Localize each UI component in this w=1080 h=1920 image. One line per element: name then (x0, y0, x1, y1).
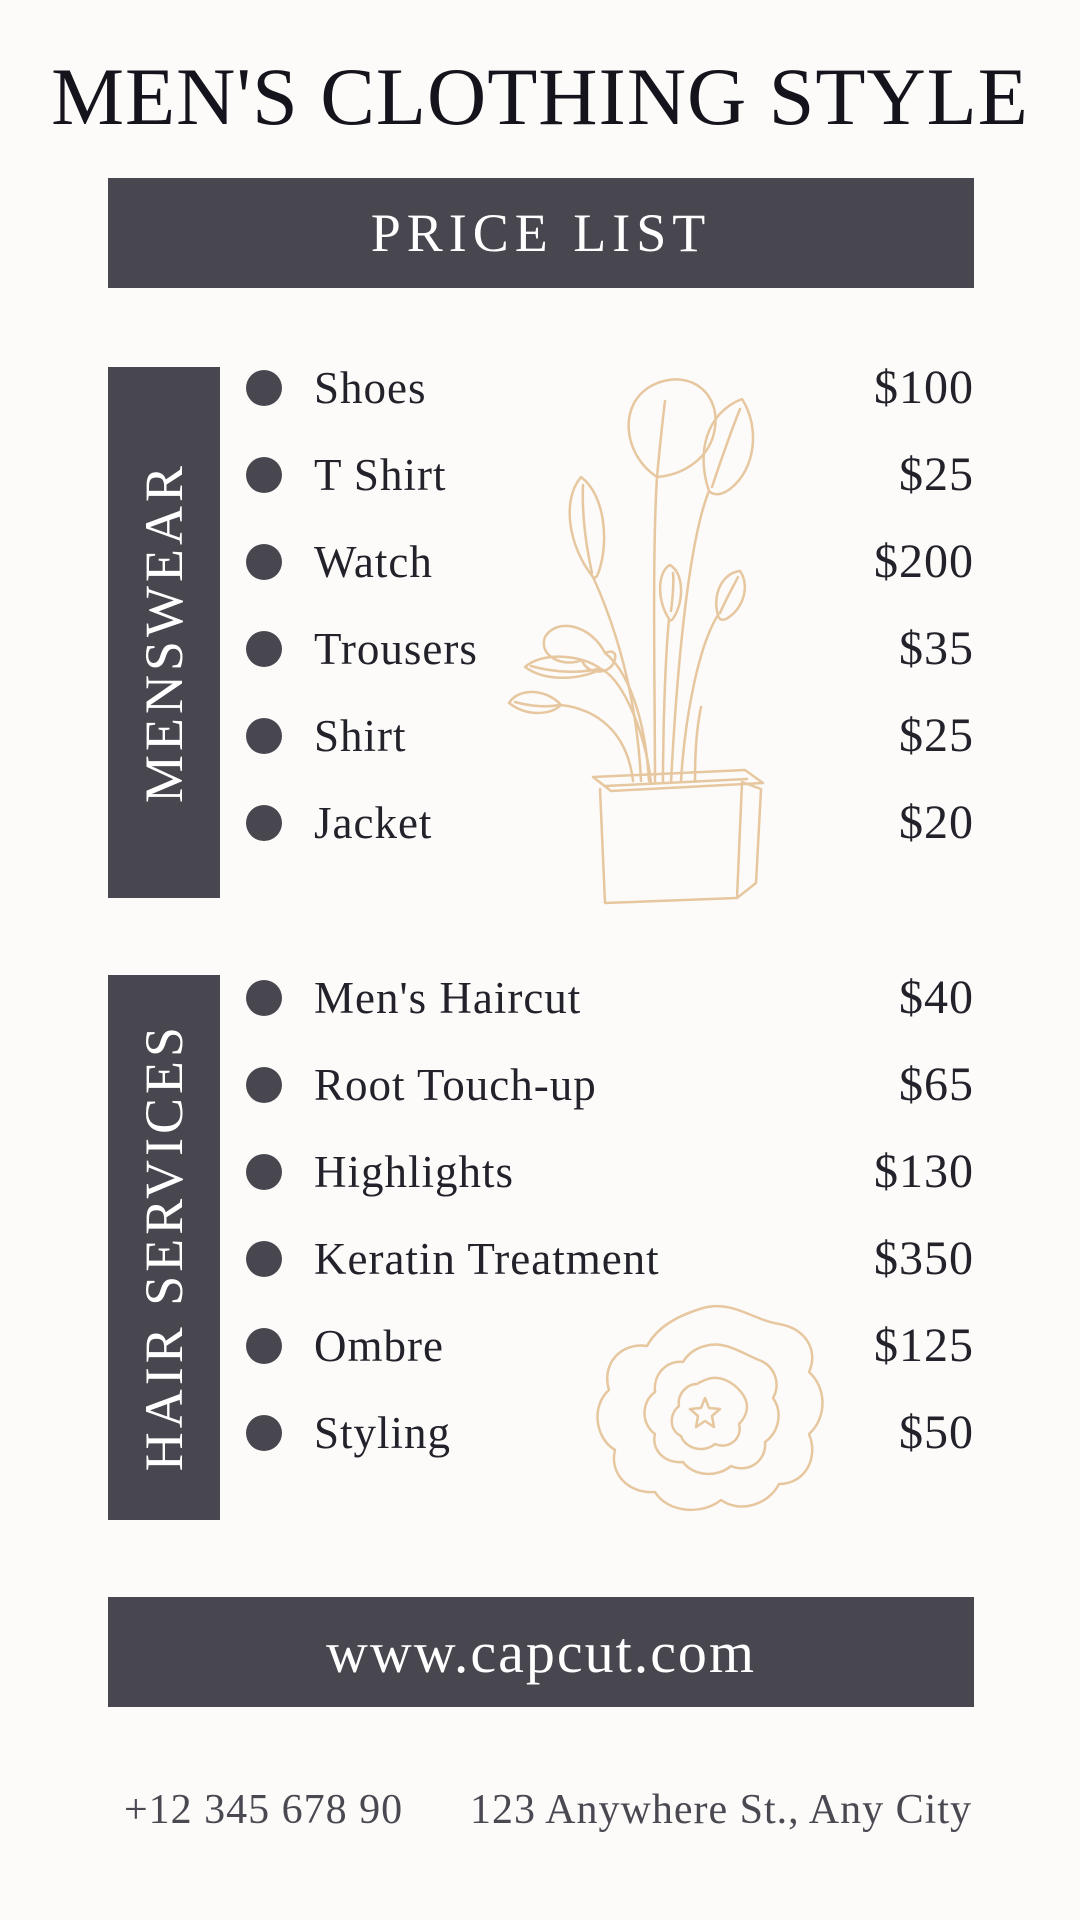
item-price: $50 (899, 1406, 974, 1459)
phone-number: +12 345 678 90 (124, 1787, 404, 1833)
item-name: Styling (314, 1407, 452, 1458)
price-list-banner: PRICE LIST (108, 178, 974, 288)
bullet-icon (246, 979, 282, 1016)
menswear-item-list: Shoes $100 T Shirt $25 Watch $200 Trousers $35 S… (108, 344, 974, 866)
bullet-icon (246, 1240, 282, 1277)
item-name: Root Touch-up (314, 1059, 597, 1110)
bullet-icon (246, 456, 282, 493)
list-item: Watch $200 (108, 518, 974, 605)
bullet-icon (246, 804, 282, 841)
list-item: Shoes $100 (108, 344, 974, 431)
list-item: Styling $50 (108, 1389, 974, 1476)
hair-services-item-list: Men's Haircut $40 Root Touch-up $65 Highligh… (108, 954, 974, 1476)
list-item: Trousers $35 (108, 605, 974, 692)
item-price: $100 (874, 361, 974, 414)
item-price: $40 (899, 971, 974, 1024)
footer: +12 345 678 90 123 Anywhere St., Any Cit… (108, 1786, 974, 1834)
list-item: Highlights $130 (108, 1128, 974, 1215)
bullet-icon (246, 1414, 282, 1451)
item-name: Ombre (314, 1320, 444, 1371)
item-price: $130 (874, 1145, 974, 1198)
list-item: Jacket $20 (108, 779, 974, 866)
bullet-icon (246, 543, 282, 580)
item-name: Keratin Treatment (314, 1233, 660, 1284)
list-item: Keratin Treatment $350 (108, 1215, 974, 1302)
page-title: MEN'S CLOTHING STYLE (51, 51, 1029, 142)
potted-plant-illustration (507, 378, 765, 905)
bullet-icon (246, 1066, 282, 1103)
bullet-icon (246, 630, 282, 667)
hair-services-section-bar: HAIR SERVICES (108, 975, 220, 1520)
flower-doodle-illustration (596, 1304, 824, 1512)
item-price: $25 (899, 448, 974, 501)
item-price: $350 (874, 1232, 974, 1285)
list-item: Ombre $125 (108, 1302, 974, 1389)
item-name: Highlights (314, 1146, 515, 1197)
list-item: Men's Haircut $40 (108, 954, 974, 1041)
item-price: $35 (899, 622, 974, 675)
website-banner: www.capcut.com (108, 1597, 974, 1707)
menswear-section-bar: MENSWEAR (108, 367, 220, 898)
list-item: Shirt $25 (108, 692, 974, 779)
item-price: $65 (899, 1058, 974, 1111)
item-price: $20 (899, 796, 974, 849)
address: 123 Anywhere St., Any City (469, 1787, 972, 1833)
website-url: www.capcut.com (325, 1619, 757, 1685)
item-name: Shoes (314, 362, 427, 413)
item-price: $25 (899, 709, 974, 762)
bullet-icon (246, 717, 282, 754)
bullet-icon (246, 1327, 282, 1364)
item-price: $200 (874, 535, 974, 588)
list-item: Root Touch-up $65 (108, 1041, 974, 1128)
item-name: Shirt (314, 710, 407, 761)
item-name: T Shirt (314, 449, 447, 500)
item-price: $125 (874, 1319, 974, 1372)
bullet-icon (246, 369, 282, 406)
item-name: Jacket (314, 797, 433, 848)
item-name: Men's Haircut (314, 972, 582, 1023)
item-name: Watch (314, 536, 433, 587)
bullet-icon (246, 1153, 282, 1190)
item-name: Trousers (314, 623, 478, 674)
price-list-banner-label: PRICE LIST (370, 203, 712, 263)
list-item: T Shirt $25 (108, 431, 974, 518)
